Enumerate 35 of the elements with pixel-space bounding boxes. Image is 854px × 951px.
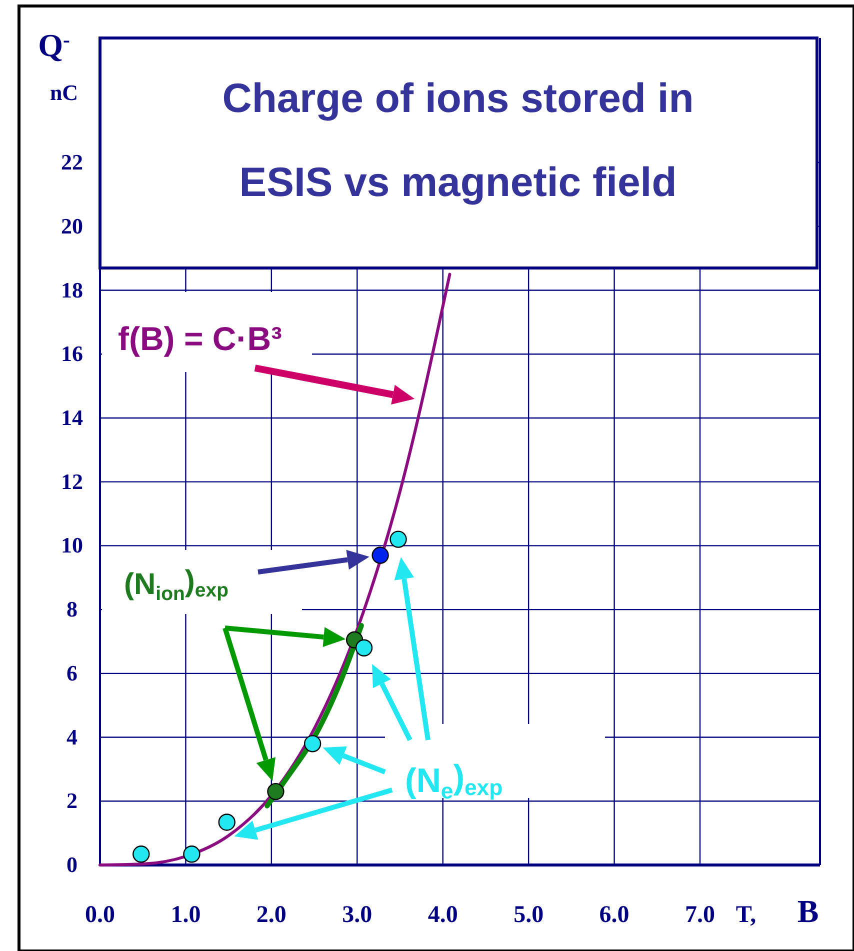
x-tick-label: 0.0: [85, 902, 115, 928]
y-tick-label: 14: [61, 404, 83, 430]
y-tick-label: 18: [61, 277, 83, 302]
y-tick-label: 8: [66, 596, 78, 622]
y-tick-label: 20: [61, 213, 83, 238]
point: [355, 639, 373, 656]
y-tick-label: 6: [66, 660, 78, 686]
point: [267, 782, 284, 800]
x-tick-label: 3.0: [342, 902, 372, 928]
y-tick-label: 10: [61, 532, 83, 558]
text: Q$^{-}$ nC: [38, 27, 78, 105]
point: [218, 814, 236, 831]
text: Charge of ions stored in ESIS vs magnetic field: [222, 75, 694, 205]
y-tick-label: 0: [66, 852, 78, 877]
point: [183, 846, 200, 863]
x-tick-label: 4.0: [428, 902, 458, 928]
text: T, B: [736, 893, 819, 929]
text: f(B) = C·B³: [118, 320, 282, 357]
point: [132, 846, 150, 863]
x-tick-label: 1.0: [170, 902, 201, 928]
y-tick-label: 22: [61, 150, 83, 175]
point: [372, 546, 389, 564]
point: [390, 530, 407, 548]
x-tick-label: 2.0: [256, 902, 286, 928]
y-tick-label: 12: [61, 468, 83, 494]
point: [304, 735, 322, 752]
x-tick-label: 5.0: [514, 902, 544, 928]
legend-label: (N$_{e}$)$_{exp}$: [405, 758, 503, 804]
x-tick-label: 6.0: [599, 902, 630, 928]
y-tick-label: 4: [66, 724, 78, 750]
y-tick-label: 2: [66, 788, 78, 814]
text: (N$_{ion}$)$_{exp}$: [124, 564, 229, 605]
x-tick-label: 7.0: [685, 902, 715, 928]
y-tick-label: 16: [61, 341, 83, 366]
line-series: [98, 272, 452, 866]
